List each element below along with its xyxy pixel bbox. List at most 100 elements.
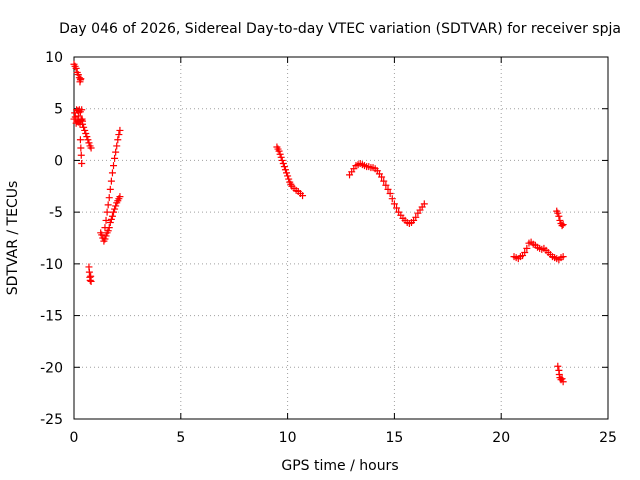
data-point (382, 181, 390, 189)
data-point (110, 208, 118, 216)
data-point (106, 218, 114, 226)
data-point (75, 112, 83, 120)
series-arc-10 (510, 238, 567, 264)
data-point (105, 194, 113, 202)
y-tick-labels: 10 5 0 -5 -10 -15 -20 -25 (40, 50, 63, 428)
data-point (384, 185, 392, 193)
data-point (98, 231, 106, 239)
data-point (114, 136, 122, 144)
data-point (558, 375, 566, 383)
data-point (102, 216, 110, 224)
data-point (101, 224, 109, 232)
data-point (72, 64, 80, 72)
y-tick-label: 0 (54, 153, 63, 169)
x-tick-label: 0 (70, 430, 79, 446)
series-arc-12 (554, 362, 567, 386)
x-tick-label: 15 (385, 430, 403, 446)
data-point (115, 131, 123, 139)
data-point (555, 371, 563, 379)
data-point (559, 253, 567, 261)
data-point (390, 200, 398, 208)
data-point (111, 205, 119, 213)
series-arc-3 (76, 136, 86, 168)
data-point (102, 232, 110, 240)
y-tick-label: 5 (54, 102, 63, 118)
series-arc-8 (273, 143, 307, 200)
data-point (84, 136, 92, 144)
data-point (80, 123, 88, 131)
data-point (79, 120, 87, 128)
data-point (106, 185, 114, 193)
y-tick-label: -20 (40, 360, 63, 376)
data-point (281, 166, 289, 174)
data-point (412, 213, 420, 221)
axis-ticks (73, 56, 609, 420)
x-tick-label: 20 (492, 430, 510, 446)
data-point (71, 113, 79, 121)
data-point (113, 142, 121, 150)
series-arc-5 (85, 263, 95, 285)
data-point (116, 193, 124, 201)
y-tick-label: -25 (40, 412, 63, 428)
data-point (104, 201, 112, 209)
x-axis-label: GPS time / hours (281, 458, 398, 474)
data-point (555, 212, 563, 220)
data-point (77, 144, 85, 152)
data-point (285, 175, 293, 183)
data-point (386, 190, 394, 198)
grid-lines (74, 57, 608, 419)
data-point (82, 130, 90, 138)
data-point (278, 156, 286, 164)
y-axis-label: SDTVAR / TECUs (5, 181, 21, 296)
data-point (87, 272, 95, 280)
y-tick-label: 10 (45, 50, 63, 66)
data-point (107, 177, 115, 185)
data-point (299, 192, 307, 200)
data-point (74, 71, 82, 79)
data-point (108, 212, 116, 220)
data-point (78, 106, 86, 114)
series-arc-9 (346, 160, 428, 228)
data-point (559, 378, 567, 386)
data-point (283, 169, 291, 177)
data-point (521, 248, 529, 256)
data-point (101, 235, 109, 243)
series-arc-7 (101, 126, 124, 232)
x-tick-labels: 0 5 10 15 20 25 (70, 430, 617, 446)
data-point (78, 160, 86, 168)
data-point (388, 195, 396, 203)
data-point (83, 133, 91, 141)
data-point (275, 147, 283, 155)
data-point (556, 216, 564, 224)
data-point (284, 172, 292, 180)
x-tick-label: 25 (599, 430, 617, 446)
data-point (108, 169, 116, 177)
series-arc-4 (79, 120, 95, 152)
data-point (104, 227, 112, 235)
data-point (77, 75, 85, 83)
data-point (393, 204, 401, 212)
data-point (279, 160, 287, 168)
data-point (116, 126, 124, 134)
series-arc-11 (553, 207, 567, 230)
data-point (107, 215, 115, 223)
data-point (103, 208, 111, 216)
data-point (76, 136, 84, 144)
data-point (559, 221, 567, 229)
data-point (112, 202, 120, 210)
data-point (87, 144, 95, 152)
data-point (111, 154, 119, 162)
data-point (558, 222, 566, 230)
data-point (77, 151, 85, 159)
data-point (554, 362, 562, 370)
data-point (85, 139, 93, 147)
data-point (112, 148, 120, 156)
series-arc-6 (97, 193, 124, 245)
data-points (70, 60, 567, 386)
data-point (280, 163, 288, 171)
data-point (276, 150, 284, 158)
x-tick-label: 5 (176, 430, 185, 446)
x-tick-label: 10 (279, 430, 297, 446)
data-point (77, 116, 85, 124)
data-point (277, 153, 285, 161)
